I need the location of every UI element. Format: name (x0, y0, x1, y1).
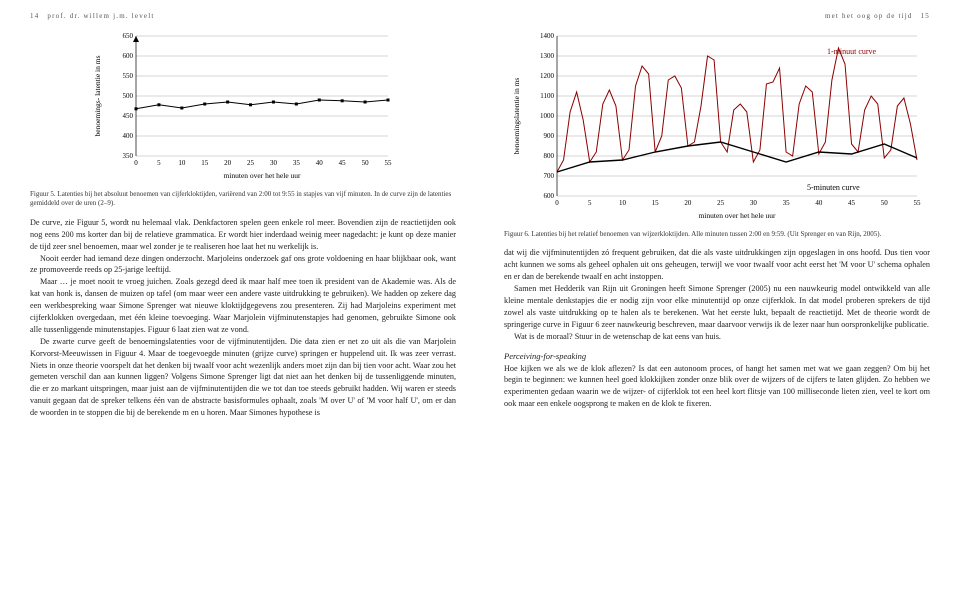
svg-text:0: 0 (134, 159, 138, 167)
svg-text:1300: 1300 (540, 52, 555, 60)
svg-text:35: 35 (293, 159, 301, 167)
svg-text:350: 350 (123, 152, 134, 160)
header-left: 14 prof. dr. willem j.m. levelt (30, 12, 456, 20)
page-number: 15 (921, 12, 930, 20)
svg-text:550: 550 (123, 72, 134, 80)
page-left: 14 prof. dr. willem j.m. levelt 35040045… (0, 0, 480, 599)
svg-text:45: 45 (848, 199, 856, 207)
body-text-right-2: Hoe kijken we als we de klok aflezen? Is… (504, 363, 930, 411)
svg-text:30: 30 (270, 159, 278, 167)
svg-text:800: 800 (544, 152, 555, 160)
svg-text:20: 20 (224, 159, 232, 167)
paragraph: Nooit eerder had iemand deze dingen onde… (30, 253, 456, 277)
svg-text:benoemingslatentie in ms: benoemingslatentie in ms (512, 78, 521, 155)
svg-text:450: 450 (123, 112, 134, 120)
svg-text:1-minuut curve: 1-minuut curve (827, 47, 877, 56)
svg-text:1200: 1200 (540, 72, 555, 80)
svg-text:40: 40 (316, 159, 324, 167)
svg-text:40: 40 (815, 199, 823, 207)
chart-right-svg: 600 700 800 900 1000 1100 1200 1300 1400 0 5 10 15 20… (507, 30, 927, 220)
svg-text:15: 15 (652, 199, 660, 207)
svg-text:1400: 1400 (540, 32, 555, 40)
paragraph: Wat is de moraal? Stuur in de wetenschap… (504, 331, 930, 343)
svg-text:5-minuten curve: 5-minuten curve (807, 183, 860, 192)
svg-text:30: 30 (750, 199, 758, 207)
svg-text:600: 600 (123, 52, 134, 60)
paragraph: Maar … je moet nooit te vroeg juichen. Z… (30, 276, 456, 335)
running-title: met het oog op de tijd (825, 12, 913, 20)
svg-text:benoemings- latentie in ms: benoemings- latentie in ms (93, 55, 102, 136)
svg-text:500: 500 (123, 92, 134, 100)
svg-text:1100: 1100 (540, 92, 554, 100)
svg-text:minuten over het hele uur: minuten over het hele uur (223, 171, 301, 180)
svg-text:10: 10 (178, 159, 186, 167)
svg-text:15: 15 (201, 159, 209, 167)
svg-text:25: 25 (247, 159, 255, 167)
svg-text:minuten over het hele uur: minuten over het hele uur (698, 211, 776, 220)
paragraph: Samen met Hedderik van Rijn uit Groninge… (504, 283, 930, 331)
svg-text:35: 35 (783, 199, 791, 207)
chart-right: 600 700 800 900 1000 1100 1200 1300 1400 0 5 10 15 20… (507, 30, 927, 220)
svg-text:55: 55 (385, 159, 393, 167)
svg-text:5: 5 (157, 159, 161, 167)
paragraph: Hoe kijken we als we de klok aflezen? Is… (504, 363, 930, 411)
svg-text:650: 650 (123, 32, 134, 40)
header-right: met het oog op de tijd 15 (504, 12, 930, 20)
page-right: met het oog op de tijd 15 600 700 800 900 10… (480, 0, 960, 599)
svg-text:55: 55 (914, 199, 922, 207)
chart-left-svg: 350 400 450 500 550 600 650 0 5 10 15 20 25 30 35 40 45 5… (88, 30, 398, 180)
page-number: 14 (30, 12, 39, 20)
svg-text:50: 50 (362, 159, 370, 167)
paragraph: De zwarte curve geeft de benoemingslaten… (30, 336, 456, 419)
svg-text:20: 20 (684, 199, 692, 207)
caption-right: Figuur 6. Latenties bij het relatief ben… (504, 230, 930, 239)
paragraph: dat wij die vijfminutentijden zó frequen… (504, 247, 930, 283)
paragraph: De curve, zie Figuur 5, wordt nu helemaa… (30, 217, 456, 253)
svg-text:400: 400 (123, 132, 134, 140)
svg-text:10: 10 (619, 199, 627, 207)
caption-left: Figuur 5. Latenties bij het absoluut ben… (30, 190, 456, 209)
svg-text:700: 700 (544, 172, 555, 180)
section-heading: Perceiving-for-speaking (504, 351, 930, 361)
running-author: prof. dr. willem j.m. levelt (47, 12, 154, 20)
svg-text:50: 50 (881, 199, 889, 207)
svg-text:5: 5 (588, 199, 592, 207)
svg-text:600: 600 (544, 192, 555, 200)
chart-left: 350 400 450 500 550 600 650 0 5 10 15 20 25 30 35 40 45 5… (88, 30, 398, 180)
body-text-right: dat wij die vijfminutentijden zó frequen… (504, 247, 930, 342)
svg-text:900: 900 (544, 132, 555, 140)
svg-text:45: 45 (339, 159, 347, 167)
svg-text:0: 0 (555, 199, 559, 207)
svg-text:25: 25 (717, 199, 725, 207)
body-text-left: De curve, zie Figuur 5, wordt nu helemaa… (30, 217, 456, 419)
svg-text:1000: 1000 (540, 112, 555, 120)
